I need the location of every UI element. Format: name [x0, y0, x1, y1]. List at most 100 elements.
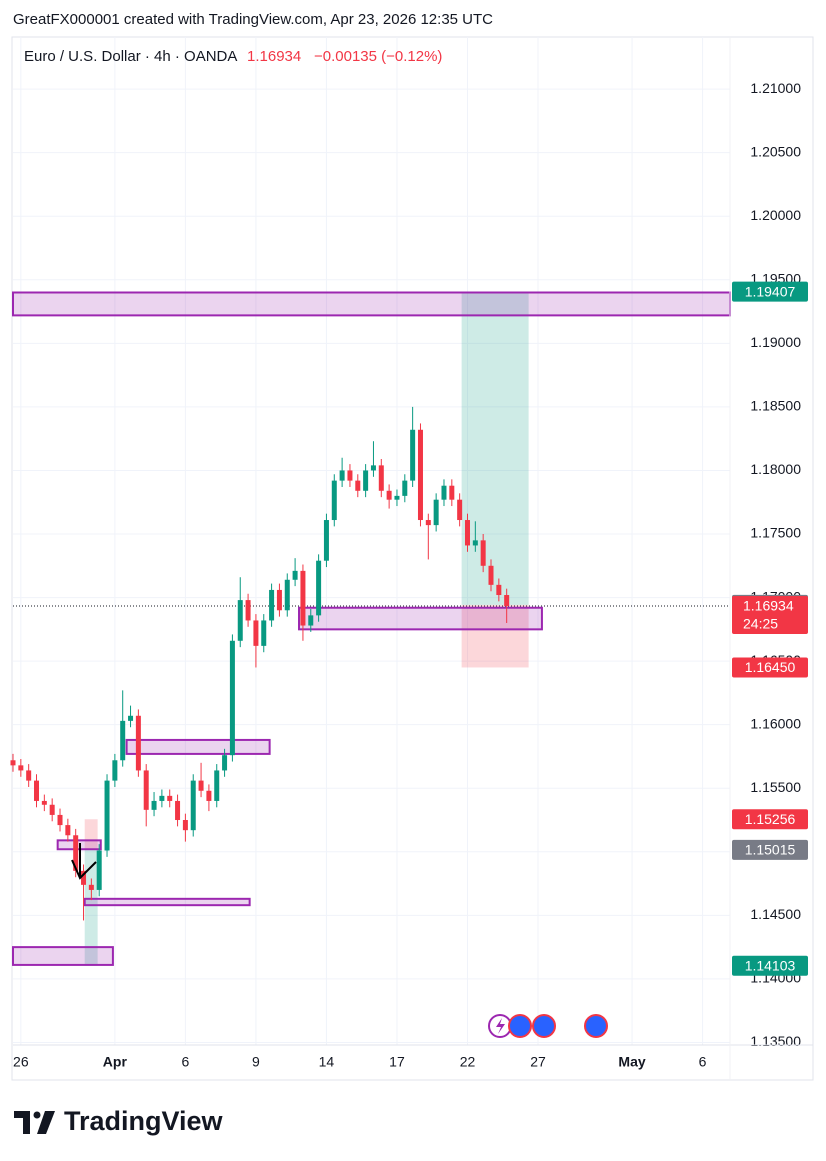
candle-body — [206, 790, 212, 801]
y-tick-label: 1.18000 — [750, 461, 801, 477]
x-tick-label: 22 — [460, 1054, 476, 1070]
candle-body — [190, 780, 196, 831]
candle-body — [214, 770, 220, 801]
candle-body — [276, 589, 282, 611]
candle-body — [73, 835, 79, 871]
y-tick-label: 1.17500 — [750, 525, 801, 541]
x-tick-label: May — [618, 1054, 645, 1070]
y-tick-label: 1.14500 — [750, 906, 801, 922]
candle-body — [49, 804, 55, 815]
zone — [12, 946, 114, 966]
candle-body — [112, 760, 118, 781]
legend-price: 1.16934 — [247, 48, 301, 65]
y-tick-label: 1.15500 — [750, 779, 801, 795]
chart-frame — [11, 36, 814, 1081]
candle-body — [339, 470, 345, 481]
candle-body — [34, 780, 40, 801]
entry-badge-label: 1.15015 — [745, 842, 796, 858]
candle-body — [394, 495, 400, 500]
last-price-badge — [732, 595, 808, 634]
candle-body — [308, 615, 314, 626]
logo-mark — [37, 1111, 55, 1134]
y-tick-label: 1.19000 — [750, 334, 801, 350]
stop-badge — [732, 809, 808, 830]
target-badge-label: 1.14103 — [745, 958, 796, 974]
event-icons — [488, 1014, 608, 1038]
candle-body — [402, 480, 408, 496]
candle-body — [410, 429, 416, 481]
candle-body — [182, 820, 188, 831]
candle-body — [331, 480, 337, 521]
candle-body — [65, 825, 71, 836]
candle-body — [135, 715, 141, 771]
legend-change: −0.00135 (−0.12%) — [314, 48, 442, 65]
candle-body — [347, 470, 353, 481]
stop-badge — [732, 657, 808, 678]
candle-body — [370, 465, 376, 471]
candle-body — [464, 520, 470, 546]
last-price-label: 1.16934 — [743, 598, 794, 614]
candle-body — [284, 579, 290, 611]
candle-body — [269, 589, 275, 621]
candle-body — [128, 715, 134, 721]
stop-badge-label: 1.15256 — [745, 811, 796, 827]
candle-body — [480, 540, 486, 566]
candle-body — [504, 595, 510, 606]
candle-body — [26, 770, 32, 781]
candle-body — [378, 465, 384, 491]
candle-body — [472, 540, 478, 546]
candle-body — [120, 720, 126, 761]
x-tick-label: Apr — [103, 1054, 128, 1070]
candle-body — [425, 520, 431, 526]
candle-body — [81, 870, 87, 885]
position-profit — [84, 849, 98, 966]
candle-body — [261, 620, 267, 646]
zone — [298, 606, 543, 631]
candle-body — [441, 485, 447, 500]
x-tick-label: 6 — [699, 1054, 707, 1070]
y-tick-label: 1.16000 — [750, 715, 801, 731]
candle-body — [104, 780, 110, 851]
candle-body — [316, 560, 322, 616]
plot — [10, 291, 731, 966]
candle-body — [449, 485, 455, 500]
event-icon — [508, 1014, 532, 1038]
x-tick-label: 17 — [389, 1054, 405, 1070]
candle-body — [143, 770, 149, 810]
header-title: GreatFX000001 created with TradingView.c… — [13, 11, 493, 28]
logo-mark — [33, 1111, 41, 1119]
y-tick-label: 1.20500 — [750, 143, 801, 159]
candle-body — [18, 765, 24, 771]
candle-body — [417, 429, 423, 521]
y-tick-label: 1.13500 — [750, 1033, 801, 1049]
candle-body — [253, 620, 259, 646]
candle-body — [323, 520, 329, 561]
zone — [12, 291, 731, 317]
zone — [125, 738, 271, 755]
entry-badge — [732, 839, 808, 860]
event-icon-bolt — [496, 1018, 505, 1034]
x-tick-label: 27 — [530, 1054, 546, 1070]
zone — [83, 897, 251, 907]
candle-body — [41, 800, 47, 805]
candle-body — [222, 755, 228, 771]
event-icon — [532, 1014, 556, 1038]
candle-body — [355, 480, 361, 491]
candle-body — [237, 600, 243, 641]
x-tick-label: 9 — [252, 1054, 260, 1070]
candle-body — [198, 780, 204, 791]
candle-body — [433, 499, 439, 526]
position-loss — [461, 604, 529, 668]
symbol-legend: Euro / U.S. Dollar · 4h · OANDA — [24, 48, 237, 65]
candle-body — [300, 570, 306, 626]
candle-body — [151, 800, 157, 810]
logo-mark — [14, 1111, 30, 1134]
candle-body — [229, 640, 235, 756]
target-badge — [732, 955, 808, 976]
countdown-label: 24:25 — [743, 616, 778, 632]
event-icon — [584, 1014, 608, 1038]
position-profit — [461, 291, 529, 605]
x-tick-label: 14 — [319, 1054, 335, 1070]
candle-body — [386, 490, 392, 500]
